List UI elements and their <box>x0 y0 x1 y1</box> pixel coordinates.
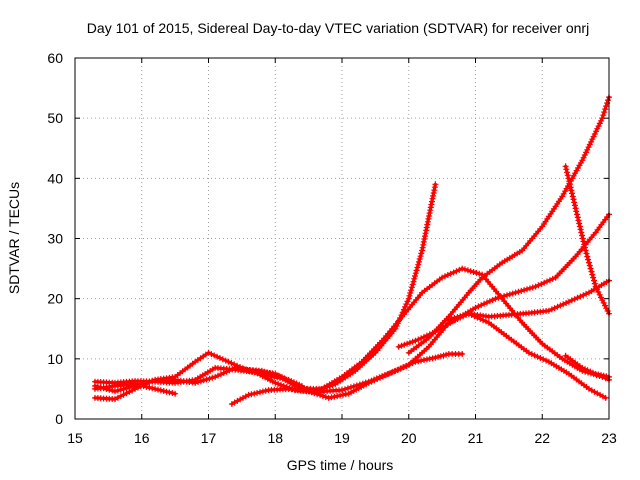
y-tick-label: 60 <box>47 50 63 66</box>
series-track-10 <box>562 163 612 317</box>
x-tick-label: 18 <box>267 430 283 446</box>
axis-layer: 15 16 17 18 19 20 21 22 23 0 10 20 30 40 50 60 <box>47 50 617 446</box>
y-tick-label: 30 <box>47 231 63 247</box>
series-track-9 <box>445 310 609 401</box>
x-tick-label: 20 <box>401 430 417 446</box>
x-tick-label: 22 <box>534 430 550 446</box>
x-tick-label: 15 <box>67 430 83 446</box>
series-track-8 <box>405 94 612 356</box>
x-axis-label: GPS time / hours <box>287 457 394 473</box>
series-markers <box>238 265 612 392</box>
series-markers <box>228 277 612 407</box>
y-tick-label: 40 <box>47 170 63 186</box>
series-track-11 <box>562 352 612 380</box>
series-track-6 <box>238 265 612 392</box>
series-markers <box>562 163 612 317</box>
series-markers <box>395 211 612 350</box>
chart-title: Day 101 of 2015, Sidereal Day-to-day VTE… <box>87 20 589 36</box>
series-markers <box>405 94 612 356</box>
series-markers <box>445 310 609 401</box>
y-tick-label: 50 <box>47 110 63 126</box>
series-layer <box>92 94 612 407</box>
x-tick-label: 19 <box>334 430 350 446</box>
series-track-5 <box>228 277 612 407</box>
x-tick-label: 16 <box>134 430 150 446</box>
x-tick-label: 23 <box>601 430 617 446</box>
grid-layer <box>75 58 609 419</box>
y-tick-label: 10 <box>47 351 63 367</box>
series-track-4 <box>92 381 179 397</box>
y-tick-label: 0 <box>55 411 63 427</box>
series-markers <box>92 381 179 397</box>
series-markers <box>562 352 612 380</box>
y-tick-label: 20 <box>47 291 63 307</box>
y-axis-label: SDTVAR / TECUs <box>6 182 22 294</box>
x-tick-label: 17 <box>201 430 217 446</box>
x-tick-label: 21 <box>468 430 484 446</box>
